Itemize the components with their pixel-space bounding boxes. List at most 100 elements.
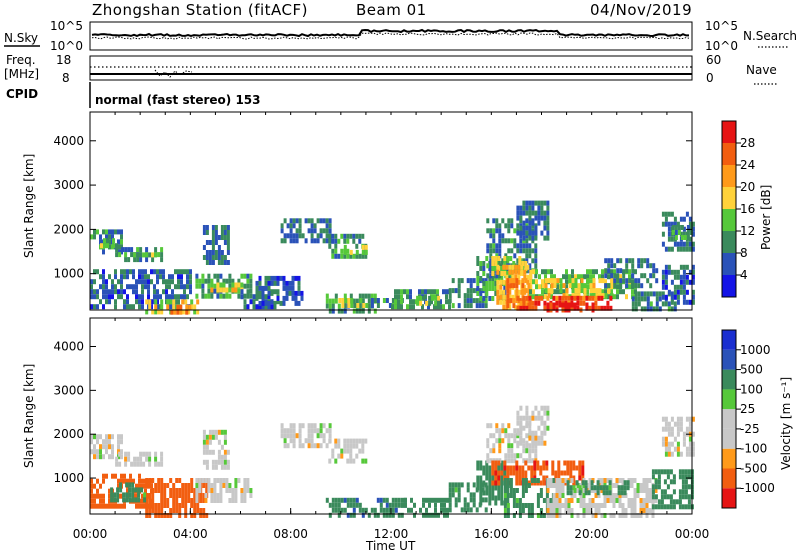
scatter-cell bbox=[355, 453, 359, 459]
scatter-cell bbox=[352, 438, 356, 444]
scatter-cell bbox=[534, 253, 538, 259]
scatter-cell bbox=[502, 304, 506, 310]
scatter-cell bbox=[219, 493, 223, 498]
scatter-cell bbox=[687, 499, 691, 505]
scatter-cell bbox=[503, 465, 507, 471]
scatter-cell bbox=[145, 257, 149, 263]
scatter-cell bbox=[349, 497, 353, 503]
scatter-cell bbox=[352, 298, 356, 304]
scatter-cell bbox=[501, 258, 505, 264]
scatter-cell bbox=[648, 478, 652, 483]
time-x-axis: 00:00 04:00 08:00 12:00 16:00 20:00 00:00 bbox=[73, 112, 709, 541]
scatter-cell bbox=[517, 264, 521, 270]
scatter-cell bbox=[186, 279, 189, 285]
scatter-cell bbox=[448, 482, 452, 488]
velocity-data-layer bbox=[90, 405, 695, 518]
scatter-cell bbox=[541, 269, 544, 275]
scatter-cell bbox=[124, 461, 128, 467]
scatter-cell bbox=[488, 495, 492, 501]
scatter-cell bbox=[597, 493, 601, 498]
scatter-cell bbox=[300, 295, 304, 301]
scatter-cell bbox=[166, 299, 170, 305]
scatter-cell bbox=[552, 508, 556, 513]
scatter-cell bbox=[637, 296, 641, 302]
scatter-cell bbox=[210, 278, 214, 284]
scatter-cell bbox=[489, 228, 493, 234]
scatter-cell bbox=[282, 295, 286, 301]
scatter-cell bbox=[528, 253, 532, 259]
scatter-cell bbox=[240, 289, 244, 295]
scatter-cell bbox=[126, 488, 129, 494]
scatter-cell bbox=[491, 480, 495, 486]
scatter-cell bbox=[625, 268, 629, 274]
scatter-cell bbox=[657, 479, 661, 485]
scatter-cell bbox=[676, 416, 680, 422]
scatter-cell bbox=[666, 469, 670, 475]
scatter-cell bbox=[491, 266, 495, 271]
scatter-cell bbox=[607, 274, 610, 280]
scatter-cell bbox=[642, 483, 646, 488]
scatter-cell bbox=[102, 269, 105, 275]
scatter-cell bbox=[337, 453, 341, 459]
scatter-cell bbox=[631, 306, 635, 312]
scatter-cell bbox=[400, 304, 403, 310]
scatter-cell bbox=[522, 220, 526, 226]
scatter-cell bbox=[439, 304, 442, 310]
x-tick-label: 16:00 bbox=[474, 527, 509, 541]
scatter-cell bbox=[648, 488, 652, 493]
scatter-cell bbox=[469, 492, 473, 498]
scatter-cell bbox=[102, 473, 105, 479]
scatter-cell bbox=[654, 469, 658, 475]
scatter-cell bbox=[622, 289, 625, 295]
scatter-cell bbox=[492, 443, 496, 449]
scatter-cell bbox=[564, 503, 568, 508]
scatter-cell bbox=[645, 498, 649, 503]
scatter-cell bbox=[660, 489, 664, 495]
scatter-cell bbox=[240, 294, 244, 300]
scatter-cell bbox=[561, 503, 565, 508]
scatter-cell bbox=[488, 465, 492, 471]
scatter-cell bbox=[603, 503, 607, 508]
scatter-cell bbox=[349, 233, 353, 239]
scatter-cell bbox=[240, 493, 244, 498]
scatter-cell bbox=[199, 498, 203, 503]
scatter-cell bbox=[585, 302, 589, 308]
scatter-cell bbox=[649, 306, 653, 312]
scatter-cell bbox=[416, 300, 420, 306]
scatter-cell bbox=[606, 493, 610, 498]
scatter-cell bbox=[195, 283, 199, 289]
scatter-cell bbox=[352, 497, 356, 503]
scatter-cell bbox=[135, 284, 138, 290]
scatter-cell bbox=[685, 279, 689, 285]
scatter-cell bbox=[546, 220, 550, 226]
scatter-cell bbox=[162, 269, 165, 275]
scatter-cell bbox=[228, 483, 232, 488]
scatter-cell bbox=[433, 289, 436, 295]
scatter-cell bbox=[294, 290, 298, 296]
scatter-cell bbox=[528, 230, 532, 236]
scatter-cell bbox=[156, 289, 159, 295]
scatter-cell bbox=[688, 416, 692, 422]
scatter-cell bbox=[172, 304, 176, 310]
scatter-cell bbox=[517, 289, 521, 295]
scatter-cell bbox=[516, 410, 520, 416]
scatter-cell bbox=[633, 493, 637, 498]
scatter-cell bbox=[479, 495, 483, 501]
scatter-cell bbox=[159, 274, 162, 280]
scatter-cell bbox=[658, 291, 662, 297]
scatter-cell bbox=[201, 273, 205, 279]
scatter-cell bbox=[160, 451, 164, 457]
scatter-cell bbox=[499, 279, 503, 285]
scatter-cell bbox=[137, 497, 141, 503]
scatter-cell bbox=[518, 256, 522, 261]
scatter-cell bbox=[328, 223, 332, 229]
scatter-cell bbox=[691, 241, 695, 247]
scatter-cell bbox=[509, 465, 513, 471]
scatter-cell bbox=[334, 298, 338, 304]
scatter-cell bbox=[492, 238, 496, 244]
scatter-cell bbox=[210, 287, 214, 293]
scatter-cell bbox=[463, 298, 467, 304]
scatter-cell bbox=[201, 478, 205, 483]
